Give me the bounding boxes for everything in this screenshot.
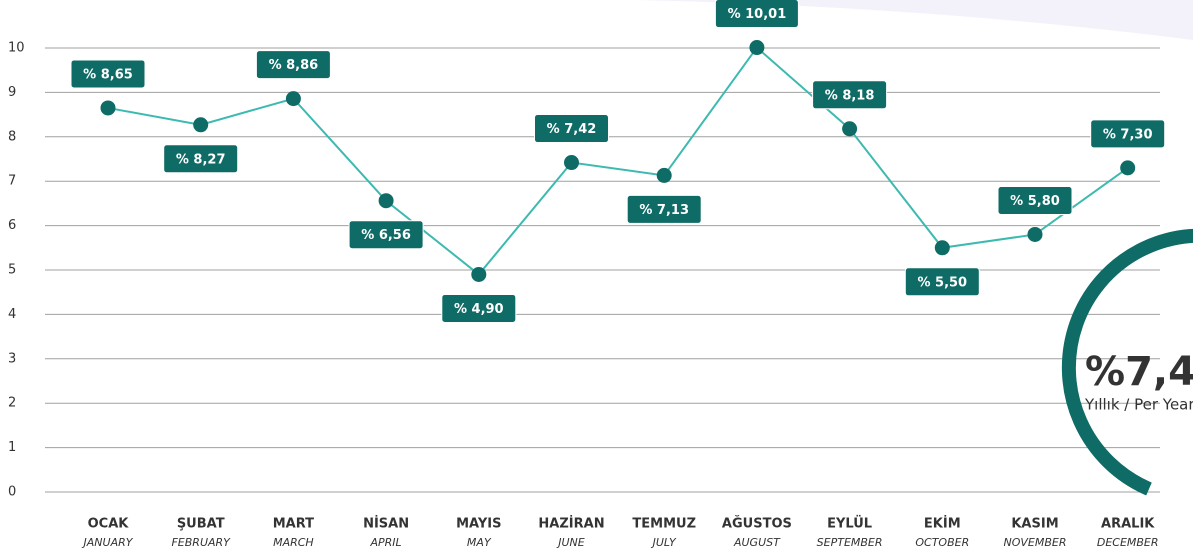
y-tick-label: 4 <box>8 307 16 322</box>
value-label: % 7,30 <box>1103 127 1153 142</box>
value-label-box <box>812 80 888 110</box>
value-label-box <box>70 59 146 89</box>
x-tick-label: NİSAN <box>363 516 409 532</box>
value-label: % 4,90 <box>454 302 504 317</box>
value-label-box <box>348 220 424 250</box>
marker <box>1027 226 1043 242</box>
value-label-box <box>534 114 609 144</box>
y-tick-label: 6 <box>8 218 16 233</box>
y-tick-label: 9 <box>8 85 16 100</box>
x-tick-sublabel: NOVEMBER <box>1004 536 1067 549</box>
y-tick-label: 1 <box>8 440 16 455</box>
x-tick-sublabel: MARCH <box>273 536 314 549</box>
value-label: % 8,65 <box>83 67 133 82</box>
value-label-box <box>714 0 799 29</box>
y-tick-label: 0 <box>8 485 16 500</box>
line <box>107 46 1129 276</box>
value-label: % 5,50 <box>917 275 967 290</box>
marker <box>749 40 765 56</box>
y-tick-label: 7 <box>8 174 16 189</box>
x-tick-sublabel: SEPTEMBER <box>817 536 883 549</box>
y-tick-label: 8 <box>8 129 16 144</box>
x-tick-label: EKİM <box>924 516 961 532</box>
value-label-box <box>441 293 517 323</box>
x-tick-label: OCAK <box>88 517 130 532</box>
y-tick-label: 5 <box>8 263 16 278</box>
x-tick-sublabel: APRIL <box>370 536 402 549</box>
value-label: % 6,56 <box>361 228 411 243</box>
value-label: % 10,01 <box>728 7 787 22</box>
marker <box>471 266 487 282</box>
value-label: % 8,27 <box>176 152 226 167</box>
value-label: % 7,42 <box>547 122 597 137</box>
annual-caption: Yıllık / Per Year <box>1084 396 1193 414</box>
annual-ring <box>1061 228 1193 496</box>
marker <box>1120 160 1136 176</box>
x-tick-label: AĞUSTOS <box>722 516 792 532</box>
value-label: % 5,80 <box>1010 194 1060 209</box>
y-tick-label: 10 <box>8 41 25 56</box>
x-tick-sublabel: JUNE <box>556 536 585 549</box>
value-label-box <box>255 50 331 80</box>
marker <box>193 117 209 133</box>
value-label-box <box>904 267 980 297</box>
y-tick-label: 2 <box>8 396 16 411</box>
x-tick-label: TEMMUZ <box>632 517 696 532</box>
x-tick-label: ŞUBAT <box>177 517 225 532</box>
marker <box>378 193 394 209</box>
marker <box>564 155 579 171</box>
value-label-box <box>997 185 1073 215</box>
marker <box>100 100 116 116</box>
x-tick-label: EYLÜL <box>827 516 872 532</box>
value-label-box <box>626 194 702 224</box>
x-tick-sublabel: AUGUST <box>733 536 781 549</box>
y-tick-label: 3 <box>8 351 16 366</box>
marker <box>934 240 950 256</box>
x-tick-sublabel: JANUARY <box>82 536 134 549</box>
background-swoosh <box>330 0 1193 40</box>
x-tick-sublabel: FEBRUARY <box>171 536 231 549</box>
x-tick-label: MAYIS <box>456 517 501 532</box>
marker <box>656 167 672 183</box>
marker <box>285 91 301 107</box>
x-tick-label: KASIM <box>1011 517 1058 532</box>
x-tick-label: HAZİRAN <box>538 516 604 532</box>
value-label: % 8,86 <box>269 58 319 73</box>
annual-value: %7,42 <box>1085 349 1193 395</box>
x-tick-sublabel: OCTOBER <box>915 536 969 549</box>
x-tick-sublabel: JULY <box>651 536 677 549</box>
value-label-box <box>1090 119 1166 149</box>
value-label: % 8,18 <box>825 88 875 103</box>
x-tick-sublabel: DECEMBER <box>1097 536 1159 549</box>
x-tick-sublabel: MAY <box>467 536 492 549</box>
marker <box>842 121 858 137</box>
value-label-box <box>163 144 239 174</box>
x-tick-label: ARALIK <box>1101 517 1155 532</box>
value-label: % 7,13 <box>639 203 689 218</box>
x-tick-label: MART <box>273 517 314 532</box>
